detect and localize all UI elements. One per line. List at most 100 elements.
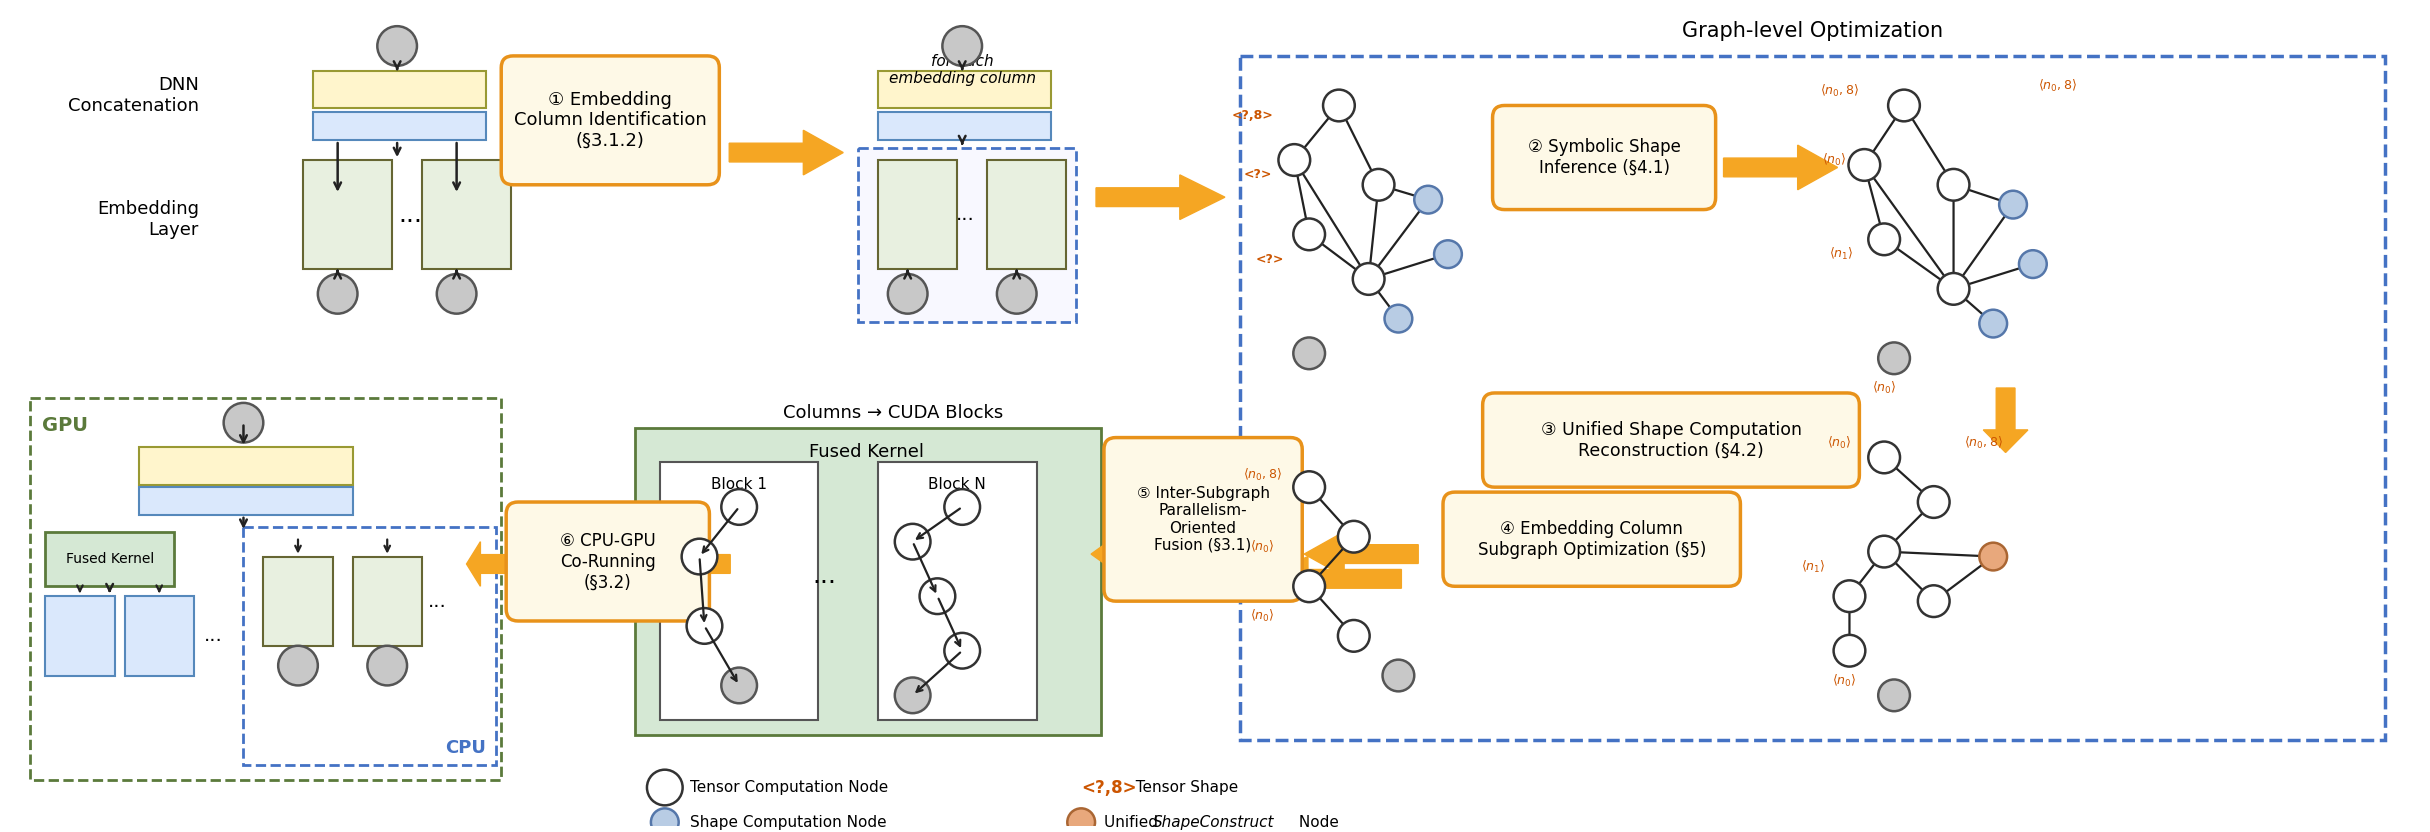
Bar bbox=[1239, 56, 2384, 740]
Text: for each
embedding column: for each embedding column bbox=[889, 54, 1035, 87]
FancyBboxPatch shape bbox=[1103, 438, 1302, 602]
Bar bbox=[139, 488, 352, 515]
Circle shape bbox=[1293, 471, 1324, 503]
Bar bbox=[634, 428, 1101, 735]
Circle shape bbox=[1869, 442, 1900, 473]
Text: Tensor Computation Node: Tensor Computation Node bbox=[690, 780, 887, 795]
Circle shape bbox=[377, 26, 418, 66]
Circle shape bbox=[894, 677, 931, 713]
Text: GPU: GPU bbox=[41, 416, 87, 435]
Circle shape bbox=[683, 538, 717, 574]
FancyBboxPatch shape bbox=[505, 502, 710, 621]
Text: Fused Kernel: Fused Kernel bbox=[809, 443, 923, 461]
Bar bbox=[46, 597, 114, 676]
Circle shape bbox=[1385, 305, 1412, 333]
Text: Shape Computation Node: Shape Computation Node bbox=[690, 815, 887, 830]
Text: Block 1: Block 1 bbox=[712, 478, 768, 493]
Text: Block N: Block N bbox=[928, 478, 987, 493]
Circle shape bbox=[722, 667, 758, 703]
Circle shape bbox=[1980, 310, 2007, 338]
Circle shape bbox=[1878, 343, 1910, 374]
Circle shape bbox=[919, 578, 955, 614]
Circle shape bbox=[1383, 660, 1414, 691]
Bar bbox=[877, 71, 1052, 108]
Circle shape bbox=[1293, 219, 1324, 250]
Circle shape bbox=[1917, 585, 1949, 617]
Circle shape bbox=[945, 489, 979, 525]
Circle shape bbox=[722, 489, 758, 525]
Text: Fused Kernel: Fused Kernel bbox=[66, 552, 153, 566]
Circle shape bbox=[1869, 224, 1900, 255]
Circle shape bbox=[894, 524, 931, 559]
Text: Tensor Shape: Tensor Shape bbox=[1125, 780, 1237, 795]
Circle shape bbox=[1937, 169, 1968, 201]
Circle shape bbox=[1869, 536, 1900, 567]
Circle shape bbox=[1363, 169, 1395, 201]
Circle shape bbox=[1293, 338, 1324, 369]
Circle shape bbox=[1322, 90, 1356, 121]
Circle shape bbox=[1849, 149, 1881, 181]
Circle shape bbox=[887, 274, 928, 314]
Text: DNN
Concatenation: DNN Concatenation bbox=[68, 77, 199, 115]
Polygon shape bbox=[729, 131, 843, 175]
FancyBboxPatch shape bbox=[1482, 393, 1859, 488]
Bar bbox=[243, 527, 496, 765]
Circle shape bbox=[437, 274, 476, 314]
Circle shape bbox=[945, 633, 979, 669]
Text: <?,8>: <?,8> bbox=[1232, 109, 1273, 122]
Text: CPU: CPU bbox=[445, 739, 486, 757]
Circle shape bbox=[2000, 191, 2027, 219]
Circle shape bbox=[651, 809, 678, 832]
Text: ...: ... bbox=[812, 564, 836, 588]
Circle shape bbox=[1937, 273, 1968, 305]
Circle shape bbox=[1434, 240, 1463, 268]
Text: $\langle n_1\rangle$: $\langle n_1\rangle$ bbox=[1830, 246, 1854, 262]
Circle shape bbox=[943, 26, 982, 66]
Text: ...: ... bbox=[399, 202, 423, 226]
Circle shape bbox=[224, 403, 262, 443]
Circle shape bbox=[996, 274, 1038, 314]
Polygon shape bbox=[622, 542, 731, 587]
Bar bbox=[139, 448, 352, 485]
Circle shape bbox=[646, 770, 683, 805]
Text: ⑥ CPU-GPU
Co-Running
(§3.2): ⑥ CPU-GPU Co-Running (§3.2) bbox=[559, 532, 656, 592]
Text: ① Embedding
Column Identification
(§3.1.2): ① Embedding Column Identification (§3.1.… bbox=[513, 91, 707, 150]
FancyBboxPatch shape bbox=[1443, 492, 1740, 587]
Text: $\langle n_0\rangle$: $\langle n_0\rangle$ bbox=[1251, 538, 1276, 555]
Polygon shape bbox=[1983, 388, 2029, 453]
Circle shape bbox=[688, 608, 722, 644]
Text: $\langle n_0\rangle$: $\langle n_0\rangle$ bbox=[1871, 380, 1895, 396]
Polygon shape bbox=[1096, 175, 1225, 220]
Circle shape bbox=[367, 646, 408, 686]
Text: ...: ... bbox=[955, 205, 974, 224]
Bar bbox=[46, 532, 175, 587]
Circle shape bbox=[1339, 620, 1371, 651]
Text: $\langle n_0,8\rangle$: $\langle n_0,8\rangle$ bbox=[1963, 434, 2002, 451]
Text: ShapeConstruct: ShapeConstruct bbox=[1152, 815, 1273, 830]
Text: ③ Unified Shape Computation
Reconstruction (§4.2): ③ Unified Shape Computation Reconstructi… bbox=[1541, 421, 1801, 459]
Circle shape bbox=[1917, 486, 1949, 518]
Circle shape bbox=[1278, 144, 1310, 176]
Text: Columns → CUDA Blocks: Columns → CUDA Blocks bbox=[782, 404, 1004, 422]
Bar bbox=[987, 160, 1067, 269]
FancyBboxPatch shape bbox=[501, 56, 719, 185]
Text: ② Symbolic Shape
Inference (§4.1): ② Symbolic Shape Inference (§4.1) bbox=[1528, 138, 1682, 177]
Circle shape bbox=[1980, 542, 2007, 571]
Bar bbox=[423, 160, 510, 269]
Polygon shape bbox=[1305, 532, 1419, 577]
Bar bbox=[29, 398, 501, 780]
Text: $\langle n_0,8\rangle$: $\langle n_0,8\rangle$ bbox=[1244, 468, 1283, 483]
Polygon shape bbox=[1091, 532, 1181, 577]
Text: ④ Embedding Column
Subgraph Optimization (§5): ④ Embedding Column Subgraph Optimization… bbox=[1477, 520, 1706, 558]
Circle shape bbox=[1354, 263, 1385, 295]
Circle shape bbox=[277, 646, 318, 686]
Circle shape bbox=[1293, 571, 1324, 602]
Circle shape bbox=[1888, 90, 1920, 121]
Polygon shape bbox=[1723, 145, 1837, 190]
Text: Node: Node bbox=[1295, 815, 1339, 830]
Text: <?>: <?> bbox=[1256, 253, 1283, 265]
Polygon shape bbox=[467, 542, 505, 587]
Circle shape bbox=[1835, 581, 1866, 612]
Polygon shape bbox=[1259, 557, 1402, 602]
Circle shape bbox=[1878, 680, 1910, 711]
